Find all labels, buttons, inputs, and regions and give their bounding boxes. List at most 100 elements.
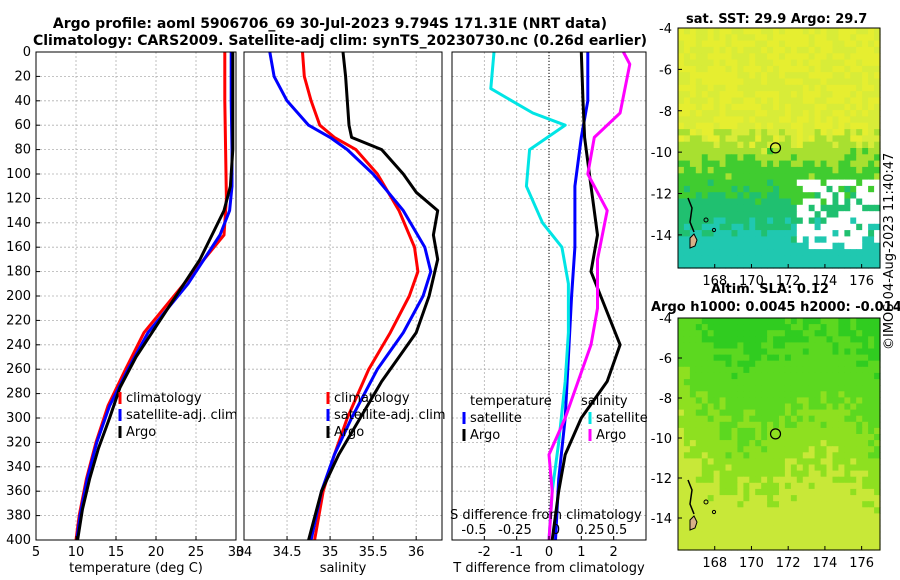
map-cell (832, 421, 839, 429)
map-cell (850, 46, 857, 54)
map-cell (779, 129, 786, 136)
map-cell (713, 372, 721, 380)
map-cell (874, 397, 881, 405)
map-cell (779, 495, 786, 502)
map-cell (725, 255, 732, 263)
map-cell (850, 129, 857, 136)
map-cell (719, 366, 727, 374)
map-cell (779, 160, 786, 168)
map-cell (856, 372, 863, 380)
map-cell (749, 211, 756, 219)
map-cell (713, 379, 721, 386)
map-cell (796, 501, 804, 508)
map-cell (844, 173, 851, 181)
map-cell (725, 354, 732, 362)
map-cell (784, 122, 792, 130)
map-cell (761, 223, 768, 231)
map-cell (856, 513, 863, 521)
map-cell (725, 148, 732, 155)
map-cell (850, 476, 857, 484)
map-cell (838, 501, 845, 508)
map-cell (695, 415, 703, 423)
map-cell (844, 179, 851, 187)
map-cell (820, 217, 828, 225)
map-cell (844, 476, 851, 484)
map-cell (832, 261, 839, 269)
map-cell (850, 53, 857, 61)
map-cell (808, 397, 816, 405)
map-cell (790, 261, 798, 269)
map-cell (784, 391, 792, 398)
map-cell (737, 204, 744, 212)
map-cell (820, 543, 828, 551)
map-cell (719, 476, 727, 484)
map-cell (802, 507, 810, 514)
map-cell (725, 129, 732, 136)
map-cell (755, 434, 762, 441)
map-cell (838, 59, 845, 67)
map-cell (814, 415, 822, 423)
map-cell (737, 211, 744, 219)
map-cell (713, 525, 721, 533)
map-cell (844, 348, 851, 356)
map-cell (790, 116, 798, 124)
map-cell (678, 223, 685, 231)
map-cell (862, 166, 869, 174)
map-cell (790, 452, 798, 459)
map-cell (779, 452, 786, 459)
map-cell (862, 397, 869, 405)
map-cell (683, 397, 691, 405)
map-cell (773, 354, 780, 362)
map-cell (755, 495, 762, 502)
map-cell (761, 318, 768, 325)
map-cell (683, 122, 691, 130)
island-shape (689, 233, 698, 249)
map-cell (713, 336, 721, 343)
map-cell (796, 166, 804, 174)
map-cell (826, 154, 833, 162)
map-cell (725, 141, 732, 149)
map-cell (862, 482, 869, 490)
map-cell (856, 379, 863, 386)
legend-label: Argo (334, 425, 364, 440)
x-tick-label: 20 (148, 545, 165, 560)
map-cell (790, 84, 798, 92)
map-cell (779, 531, 786, 539)
map-cell (689, 84, 697, 92)
map-cell (731, 255, 738, 263)
map-cell (707, 160, 715, 168)
map-cell (844, 397, 851, 405)
map-cell (695, 440, 703, 447)
map-cell (743, 385, 750, 392)
map-cell (737, 507, 744, 514)
map-cell (874, 470, 881, 478)
map-cell (850, 366, 857, 374)
map-cell (683, 318, 691, 325)
map-cell (868, 348, 875, 356)
y-tick-label: 340 (6, 460, 31, 475)
map-cell (719, 336, 727, 343)
map-cell (784, 185, 792, 193)
map-cell (862, 354, 869, 362)
map-cell (808, 78, 816, 86)
map-cell (678, 470, 685, 478)
map-cell (725, 110, 732, 117)
map-cell (814, 379, 822, 386)
series-line-s-argo (547, 51, 632, 541)
map-cell (874, 452, 881, 459)
map-cell (808, 28, 816, 35)
map-cell (844, 72, 851, 80)
map-cell (826, 84, 833, 92)
map-cell (719, 179, 727, 187)
map-cell (808, 91, 816, 99)
map-cell (737, 421, 744, 429)
map-cell (779, 154, 786, 162)
map-cell (731, 28, 738, 35)
map-cell (838, 192, 845, 200)
map-cell (773, 97, 780, 105)
map-cell (725, 513, 732, 521)
map-cell (862, 230, 869, 237)
map-cell (850, 249, 857, 256)
map-cell (832, 531, 839, 539)
map-cell (862, 185, 869, 193)
